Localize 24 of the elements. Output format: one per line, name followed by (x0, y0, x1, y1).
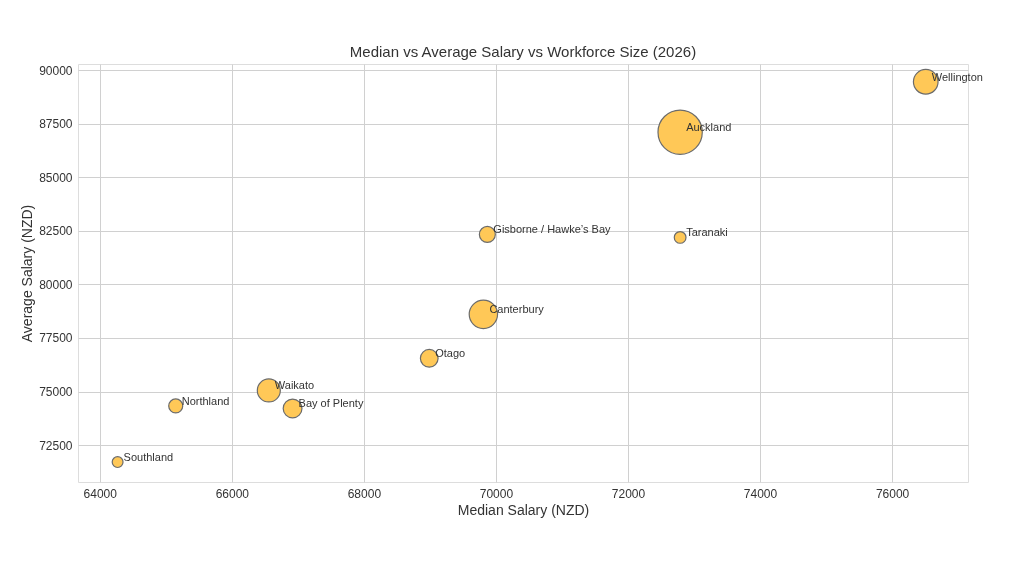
annotation: Southland (123, 451, 174, 464)
x-tick-label: 68000 (347, 486, 382, 501)
chart-title: Median vs Average Salary vs Workforce Size (2026) (349, 43, 697, 60)
x-tick-label: 66000 (215, 486, 250, 501)
y-tick-label: 85000 (39, 170, 73, 185)
x-tick-label: 64000 (83, 486, 118, 501)
y-tick-label: 90000 (39, 63, 73, 78)
x-tick-label: 76000 (875, 486, 910, 501)
y-tick-label: 75000 (39, 385, 73, 400)
x-tick-label: 70000 (479, 486, 514, 501)
y-tick-label: 77500 (39, 331, 73, 346)
annotation: Taranaki (686, 226, 728, 239)
x-tick-label: 74000 (743, 486, 778, 501)
y-tick-label: 80000 (39, 277, 73, 292)
x-axis-title: Median Salary (NZD) (457, 501, 590, 518)
annotation: Gisborne / Hawke’s Bay (493, 223, 612, 236)
x-tick-label: 72000 (611, 486, 646, 501)
y-tick-label: 87500 (39, 117, 73, 132)
annotation: Northland (181, 394, 230, 407)
annotation: Otago (435, 347, 466, 360)
annotation: Bay of Plenty (298, 397, 364, 410)
y-axis-title: Average Salary (NZD) (19, 204, 36, 343)
y-tick-label: 72500 (39, 438, 73, 453)
y-tick-label: 82500 (39, 224, 73, 239)
